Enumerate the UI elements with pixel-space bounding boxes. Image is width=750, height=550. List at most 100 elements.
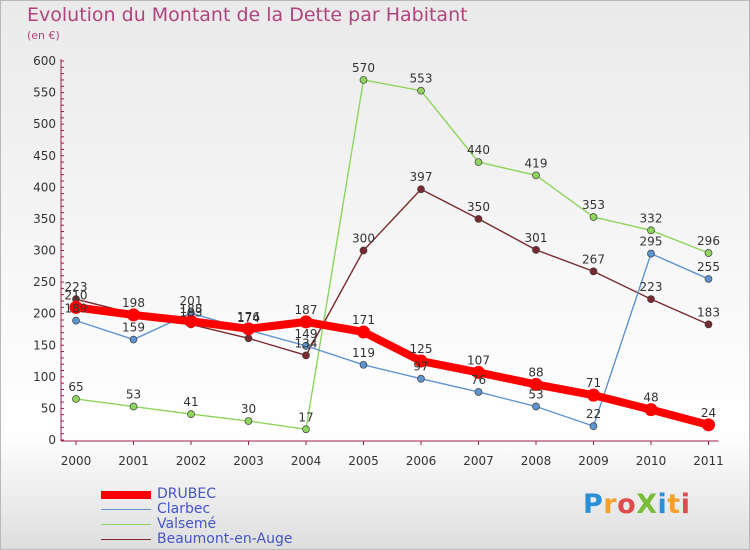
data-point — [359, 360, 368, 369]
x-tick-label: 2007 — [463, 454, 494, 468]
data-point — [359, 246, 368, 255]
data-label: 419 — [525, 156, 548, 170]
data-label: 76 — [471, 373, 486, 387]
chart-title: Evolution du Montant de la Dette par Hab… — [27, 4, 468, 26]
legend-label: Beaumont-en-Auge — [157, 531, 293, 547]
y-tick-label: 100 — [33, 370, 56, 384]
data-label: 300 — [352, 232, 375, 246]
y-tick-label: 500 — [33, 117, 56, 131]
y-tick-label: 600 — [33, 54, 56, 68]
y-tick-label: 300 — [33, 244, 56, 258]
data-label: 183 — [697, 305, 720, 319]
data-label: 53 — [126, 388, 141, 402]
legend-label: Valsemé — [157, 516, 217, 532]
data-label: 570 — [352, 61, 375, 75]
x-tick-label: 2005 — [348, 454, 379, 468]
legend-swatch — [101, 523, 151, 526]
data-label: 17 — [298, 410, 313, 424]
data-point — [244, 334, 253, 343]
data-point — [302, 425, 310, 434]
x-tick-label: 2002 — [176, 454, 207, 468]
data-point — [532, 171, 540, 180]
data-label: 350 — [467, 200, 490, 214]
chart-data-labels: 223 183 134 300 397 350 301 267 223 183 65 53 41 30 17… — [65, 61, 720, 424]
data-label: 174 — [237, 311, 260, 325]
chart-unit-label: (en €) — [27, 29, 60, 42]
data-point — [474, 215, 483, 223]
legend-swatch — [101, 508, 151, 511]
data-label: 171 — [352, 313, 375, 327]
data-point — [414, 354, 428, 368]
data-point — [472, 365, 485, 379]
x-tick-label: 2000 — [61, 454, 92, 468]
data-label: 41 — [183, 395, 198, 409]
data-point — [129, 335, 138, 344]
data-label: 134 — [295, 336, 318, 350]
data-point — [589, 267, 598, 276]
data-point — [187, 410, 195, 418]
data-label: 189 — [65, 302, 88, 316]
data-label: 119 — [352, 346, 375, 360]
data-label: 30 — [241, 402, 256, 416]
data-label: 97 — [413, 360, 428, 374]
data-point — [647, 295, 655, 303]
series-line — [72, 303, 713, 429]
legend-label: Clarbec — [157, 501, 211, 517]
series-line — [75, 79, 710, 430]
data-label: 65 — [68, 380, 83, 394]
data-point — [704, 249, 713, 257]
data-point — [244, 417, 253, 425]
data-label: 149 — [295, 327, 318, 341]
x-tick-label: 2001 — [118, 454, 149, 468]
chart-series-lines — [72, 79, 713, 430]
data-label: 24 — [701, 406, 716, 420]
y-tick-label: 400 — [33, 180, 56, 194]
logo-letter: i — [680, 489, 691, 520]
data-point — [359, 76, 368, 84]
data-label: 22 — [586, 407, 601, 421]
chart-axes: 0 50 100 150 200 250 300 350 400 450 500 550 600 2000… — [33, 54, 724, 468]
data-label: 332 — [640, 211, 663, 225]
y-tick-label: 0 — [48, 433, 56, 447]
data-label: 301 — [525, 231, 548, 245]
x-tick-label: 2011 — [693, 454, 724, 468]
data-point — [129, 402, 138, 411]
data-label: 187 — [295, 303, 318, 317]
data-label: 440 — [467, 143, 490, 157]
data-point — [529, 377, 543, 391]
data-point — [474, 158, 483, 166]
logo-letter: P — [583, 489, 604, 520]
proxiti-logo: ProXiti — [583, 489, 690, 520]
data-label: 255 — [697, 260, 720, 274]
y-tick-label: 250 — [33, 275, 56, 289]
data-point — [589, 422, 598, 430]
x-tick-label: 2003 — [233, 454, 264, 468]
x-tick-label: 2004 — [291, 454, 322, 468]
data-label: 88 — [528, 365, 543, 379]
data-point — [302, 351, 310, 360]
data-point — [474, 388, 483, 396]
data-label: 188 — [180, 302, 203, 316]
data-point — [644, 403, 658, 417]
data-point — [417, 374, 425, 383]
data-label: 397 — [410, 170, 433, 184]
data-point — [704, 320, 713, 329]
data-point — [184, 314, 198, 328]
data-label: 71 — [586, 376, 601, 390]
data-label: 201 — [180, 294, 203, 308]
data-label: 296 — [697, 234, 720, 248]
data-point — [702, 418, 715, 432]
data-point — [72, 316, 80, 325]
data-label: 295 — [640, 235, 663, 249]
y-tick-label: 450 — [33, 149, 56, 163]
data-point — [299, 315, 313, 329]
data-point — [302, 342, 310, 350]
data-point — [647, 249, 655, 258]
data-label: 176 — [237, 310, 260, 324]
data-label: 48 — [643, 391, 658, 405]
data-label: 553 — [410, 72, 433, 86]
data-label: 183 — [180, 305, 203, 319]
data-label: 125 — [410, 342, 433, 356]
